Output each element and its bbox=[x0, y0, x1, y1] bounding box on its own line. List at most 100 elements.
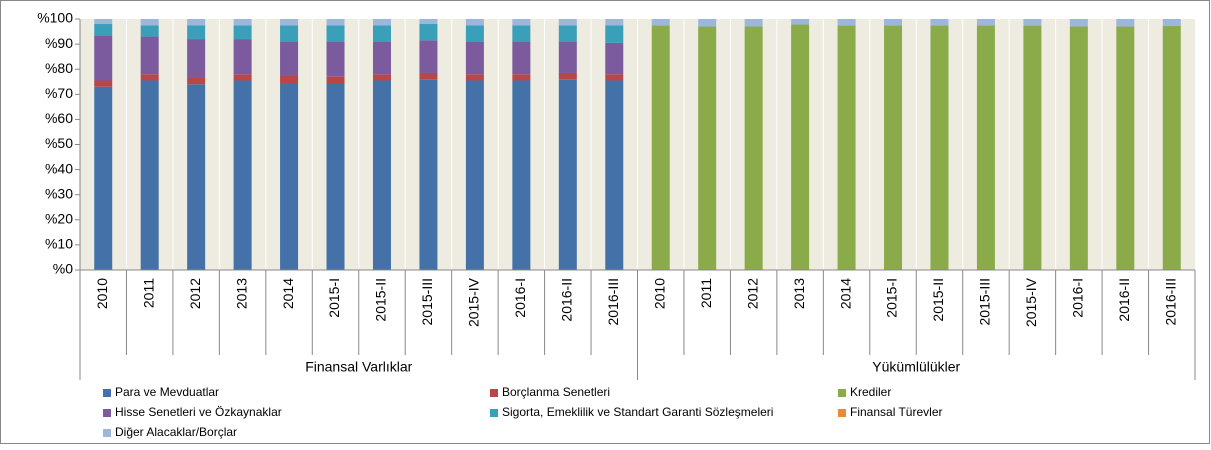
x-tick-label: 2015-III bbox=[419, 278, 435, 325]
x-tick-label: 2015-III bbox=[977, 278, 993, 325]
bar-segment bbox=[419, 40, 438, 73]
bar-segment bbox=[187, 39, 206, 78]
bar-segment bbox=[187, 77, 206, 85]
bar-segment bbox=[837, 19, 856, 26]
bar-segment bbox=[372, 25, 391, 42]
bar-segment bbox=[512, 41, 531, 75]
group-label: Yükümlülükler bbox=[872, 359, 960, 375]
bar-segment bbox=[94, 80, 113, 87]
bar-segment bbox=[930, 19, 949, 26]
group-label: Finansal Varlıklar bbox=[305, 359, 412, 375]
y-tick-label: %40 bbox=[45, 160, 73, 176]
x-tick-label: 2014 bbox=[280, 278, 296, 309]
bar-segment bbox=[884, 25, 903, 271]
x-tick-label: 2011 bbox=[140, 278, 156, 308]
bar-segment bbox=[558, 25, 577, 42]
bar-segment bbox=[465, 19, 484, 26]
bar-segment bbox=[651, 19, 670, 26]
bar-segment bbox=[280, 83, 299, 270]
bar-segment bbox=[930, 25, 949, 271]
legend-swatch bbox=[490, 409, 498, 417]
bar-segment bbox=[233, 25, 252, 40]
bar-segment bbox=[140, 74, 159, 81]
legend-swatch bbox=[103, 389, 111, 397]
bar-segment bbox=[605, 19, 624, 26]
bar-segment bbox=[94, 35, 113, 81]
y-tick-label: %70 bbox=[45, 85, 73, 101]
x-tick-label: 2016-I bbox=[512, 278, 528, 318]
bar-segment bbox=[605, 80, 624, 271]
x-tick-label: 2015-IV bbox=[1023, 277, 1039, 327]
y-tick-label: %0 bbox=[53, 261, 73, 277]
x-tick-label: 2014 bbox=[837, 278, 853, 309]
y-tick-label: %10 bbox=[45, 236, 73, 252]
bar-segment bbox=[651, 25, 670, 271]
legend-label: Para ve Mevduatlar bbox=[115, 385, 219, 399]
bar-segment bbox=[187, 84, 206, 270]
bar-segment bbox=[326, 83, 345, 270]
bar-segment bbox=[372, 74, 391, 81]
legend-swatch bbox=[838, 389, 846, 397]
bar-segment bbox=[465, 74, 484, 81]
x-tick-label: 2016-II bbox=[559, 278, 575, 322]
legend-swatch bbox=[103, 409, 111, 417]
bar-segment bbox=[512, 80, 531, 271]
bar-segment bbox=[791, 24, 810, 270]
bar-segment bbox=[465, 41, 484, 75]
x-tick-label: 2010 bbox=[94, 278, 110, 309]
y-tick-label: %60 bbox=[45, 110, 73, 126]
bar-segment bbox=[372, 41, 391, 75]
bar-segment bbox=[326, 76, 345, 84]
legend-label: Borçlanma Senetleri bbox=[502, 385, 610, 399]
bar-segment bbox=[1023, 25, 1042, 271]
bar-segment bbox=[512, 25, 531, 42]
bar-segment bbox=[94, 86, 113, 271]
x-tick-label: 2016-III bbox=[1162, 278, 1178, 325]
legend-swatch bbox=[103, 429, 111, 437]
bar-segment bbox=[372, 80, 391, 271]
bar-segment bbox=[976, 25, 995, 271]
bar-segment bbox=[884, 19, 903, 26]
bar-segment bbox=[1023, 19, 1042, 26]
bar-segment bbox=[233, 19, 252, 26]
y-tick-label: %100 bbox=[37, 10, 73, 26]
bar-segment bbox=[140, 80, 159, 271]
x-tick-label: 2015-IV bbox=[466, 277, 482, 327]
x-tick-label: 2010 bbox=[651, 278, 667, 309]
bar-segment bbox=[94, 24, 113, 36]
bar-segment bbox=[465, 80, 484, 271]
bar-segment bbox=[140, 19, 159, 26]
bar-segment bbox=[372, 19, 391, 26]
x-tick-label: 2012 bbox=[744, 278, 760, 309]
bar-segment bbox=[233, 80, 252, 271]
legend-label: Sigorta, Emeklilik ve Standart Garanti S… bbox=[502, 405, 773, 419]
y-tick-label: %90 bbox=[45, 35, 73, 51]
bar-segment bbox=[233, 39, 252, 75]
bar-segment bbox=[744, 26, 763, 271]
x-tick-label: 2015-II bbox=[930, 278, 946, 322]
bar-segment bbox=[233, 74, 252, 81]
x-tick-label: 2015-I bbox=[884, 278, 900, 318]
bar-segment bbox=[698, 26, 717, 271]
y-tick-label: %50 bbox=[45, 135, 73, 151]
bar-segment bbox=[744, 19, 763, 27]
bar-segment bbox=[512, 74, 531, 81]
x-tick-label: 2013 bbox=[791, 278, 807, 309]
bar-segment bbox=[326, 25, 345, 42]
x-tick-label: 2016-II bbox=[1116, 278, 1132, 322]
bar-segment bbox=[280, 19, 299, 26]
bar-segment bbox=[94, 19, 113, 25]
bar-segment bbox=[605, 42, 624, 75]
bar-segment bbox=[976, 19, 995, 26]
bar-segment bbox=[605, 25, 624, 43]
bar-segment bbox=[326, 41, 345, 77]
bar-segment bbox=[1116, 26, 1135, 271]
bar-segment bbox=[419, 24, 438, 41]
bar-segment bbox=[837, 25, 856, 271]
x-tick-label: 2016-III bbox=[605, 278, 621, 325]
x-tick-label: 2016-I bbox=[1070, 278, 1086, 318]
bar-segment bbox=[698, 19, 717, 27]
bar-segment bbox=[1162, 19, 1181, 27]
x-tick-label: 2011 bbox=[698, 278, 714, 308]
